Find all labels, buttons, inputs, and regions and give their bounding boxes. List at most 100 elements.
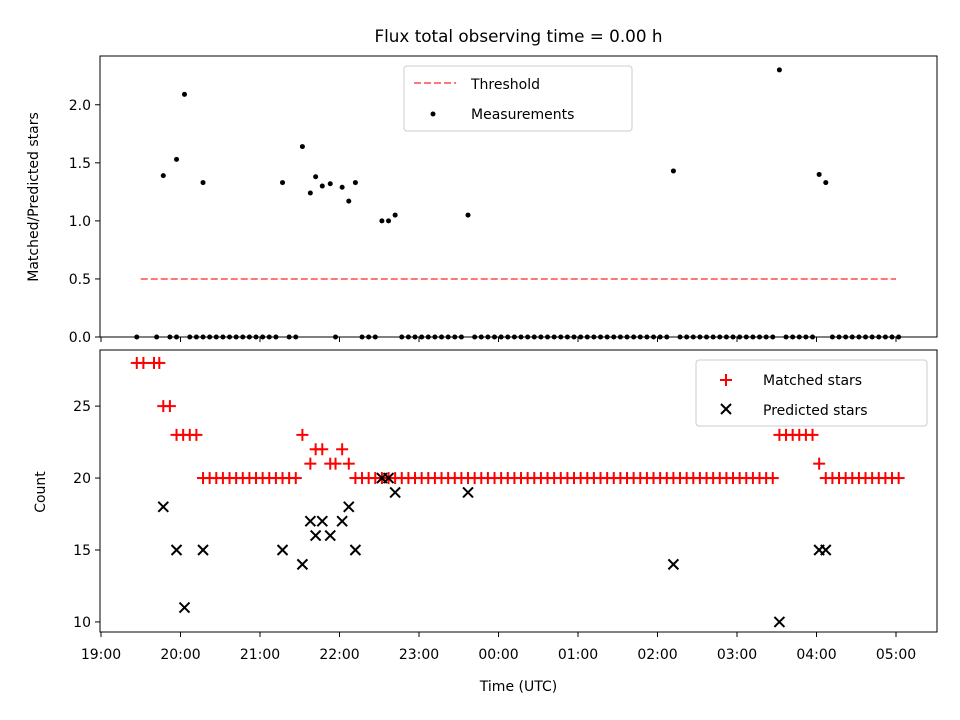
measurement-point [823,180,829,186]
top-y-tick-label: 1.5 [69,156,91,172]
top-y-tick-label: 1.0 [69,214,91,230]
bottom-x-tick-label: 20:00 [160,647,200,663]
bottom-x-ticks: 19:00 20:00 21:00 22:00 23:00 00:00 01:00 02:00… [81,632,916,663]
legend-measurements-label: Measurements [471,107,574,123]
measurement-point [307,190,313,196]
measurement-point [352,180,358,186]
predicted-star-marker [324,529,336,542]
matched-star-marker [316,443,329,456]
matched-star-marker [137,356,150,369]
top-y-tick-label: 0.5 [69,272,91,288]
predicted-star-marker [170,544,183,556]
predicted-star-marker [276,544,289,556]
measurement-point [200,180,206,186]
predicted-star-marker [820,544,832,556]
top-panel: Flux total observing time = 0.00 h Match… [26,26,938,346]
predicted-star-marker-b [382,472,395,484]
predicted-star-marker [773,616,786,628]
matched-star-marker [766,472,779,485]
bottom-legend: Matched stars Predicted stars [695,359,928,427]
predicted-star-marker [343,501,355,513]
bottom-x-tick-label: 05:00 [876,647,916,663]
bottom-legend-box [695,359,928,427]
predicted-star-marker [667,558,680,571]
top-legend: Threshold Measurements [403,65,633,132]
measurement-point [299,144,305,150]
bottom-panel: Count Time (UTC) 10 15 20 25 19:00 20:00 21:0… [33,349,938,695]
measurement-point [392,212,398,218]
legend-matched-stars-swatch [720,374,732,386]
bottom-y-tick-label: 20 [73,471,91,487]
measurement-point [379,218,385,224]
bottom-x-axis-label: Time (UTC) [479,679,557,695]
matched-star-marker [296,428,309,441]
predicted-star-marker-b [157,501,169,513]
predicted-star-marker-b [336,515,348,527]
bottom-plot-frame [99,349,938,633]
predicted-star-marker-b [316,515,328,527]
legend-measurements-swatch [430,111,436,117]
measurement-point [174,156,180,162]
predicted-star-marker [197,544,209,556]
matched-star-marker [153,356,166,369]
matched-star-marker [190,428,203,441]
predicted-star-marker-b [197,544,209,556]
chart-title: Flux total observing time = 0.00 h [374,26,662,46]
predicted-star-marker [389,486,401,499]
measurement-point [280,180,286,186]
matched-star-marker [304,457,317,470]
predicted-star-marker-b [296,558,309,571]
bottom-y-ticks: 10 15 20 25 [73,399,100,631]
predicted-star-marker-b [178,601,191,614]
matched-star-marker [329,457,342,470]
matched-star-marker [336,443,349,456]
measurement-point [670,168,676,174]
predicted-star-marker [382,472,395,484]
measurement-point [181,91,187,97]
top-y-axis-label: Matched/Predicted stars [26,112,42,282]
bottom-y-tick-label: 15 [73,543,91,559]
bottom-x-tick-label: 19:00 [81,647,121,663]
top-y-tick-label: 2.0 [69,98,91,114]
measurement-point [816,171,822,177]
predicted-star-marker-b [667,558,680,571]
predicted-star-marker [157,501,169,513]
matched-star-marker [163,400,176,413]
bottom-x-tick-label: 00:00 [478,647,518,663]
predicted-star-marker-b [820,544,832,556]
measurement-point [339,184,345,190]
predicted-star-marker [336,515,348,527]
measurement-point [319,183,325,189]
measurement-point [776,67,782,73]
matched-star-marker [342,457,355,470]
legend-threshold-label: Threshold [470,77,540,93]
legend-predicted-stars-label: Predicted stars [763,403,868,419]
bottom-x-tick-label: 04:00 [796,647,836,663]
top-y-tick-label: 0.0 [69,330,91,346]
predicted-star-marker [316,515,328,527]
bottom-x-tick-label: 01:00 [558,647,598,663]
bottom-x-tick-label: 21:00 [240,647,280,663]
predicted-star-marker [349,544,362,556]
predicted-star-marker-b [349,544,362,556]
measurement-point [160,173,166,179]
predicted-star-marker-b [276,544,289,556]
bottom-x-tick-label: 02:00 [637,647,677,663]
bottom-y-tick-label: 10 [73,615,91,631]
matched-star-marker [892,472,905,485]
predicted-star-marker-b [389,486,401,499]
predicted-star-marker-b [773,616,786,628]
predicted-star-marker-b [343,501,355,513]
bottom-plot-marks [130,356,905,628]
measurement-point [465,212,471,218]
predicted-star-marker [304,515,317,527]
bottom-y-axis-label: Count [33,471,49,513]
matched-star-marker [813,457,826,470]
bottom-x-tick-label: 23:00 [399,647,439,663]
legend-matched-stars-label: Matched stars [763,373,862,389]
top-legend-box [403,65,633,132]
predicted-star-marker-b [304,515,317,527]
predicted-star-marker-b [462,486,474,499]
